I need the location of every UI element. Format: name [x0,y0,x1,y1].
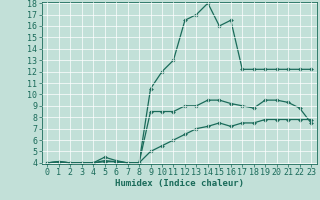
X-axis label: Humidex (Indice chaleur): Humidex (Indice chaleur) [115,179,244,188]
